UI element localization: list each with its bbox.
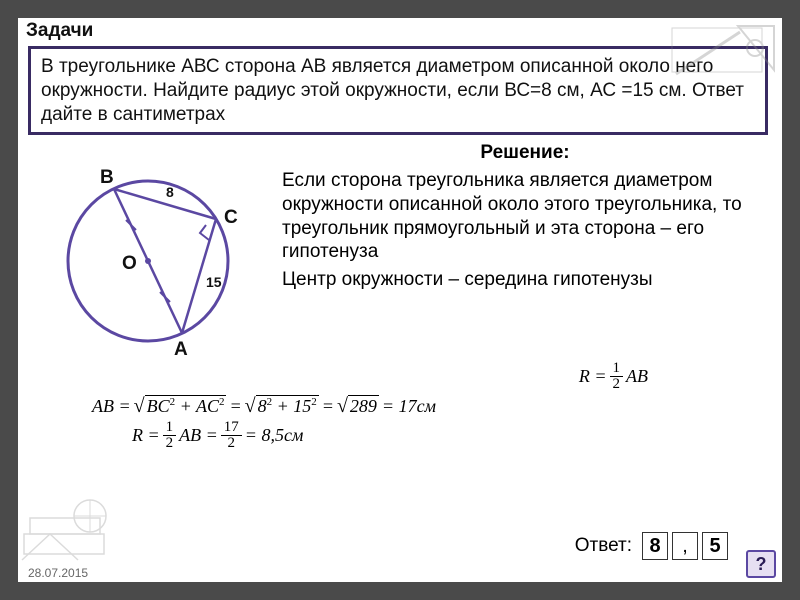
help-button[interactable]: ? [746,550,776,578]
svg-text:O: O [122,253,137,274]
answer-sep: , [672,532,698,560]
solution-title: Решение: [282,141,768,165]
solution-p2: Центр окружности – середина гипотенузы [282,268,768,292]
answer-digit-2: 5 [702,532,728,560]
answer-area: Ответ: 8 , 5 [575,532,728,560]
svg-text:8: 8 [166,184,174,200]
solution-p1: Если сторона треугольника является диаме… [282,169,768,264]
date-label: 28.07.2015 [28,566,88,580]
diagram: В С А O 8 15 [28,141,268,381]
svg-text:15: 15 [206,274,222,290]
problem-text: В треугольнике АВС сторона АВ является д… [28,46,768,135]
svg-text:С: С [224,207,238,228]
decor-books-icon [20,494,120,564]
decor-tools-icon [670,20,780,80]
answer-digit-1: 8 [642,532,668,560]
svg-text:А: А [174,339,188,360]
answer-label: Ответ: [575,535,632,557]
svg-text:В: В [100,167,114,188]
section-title: Задачи [18,18,782,46]
